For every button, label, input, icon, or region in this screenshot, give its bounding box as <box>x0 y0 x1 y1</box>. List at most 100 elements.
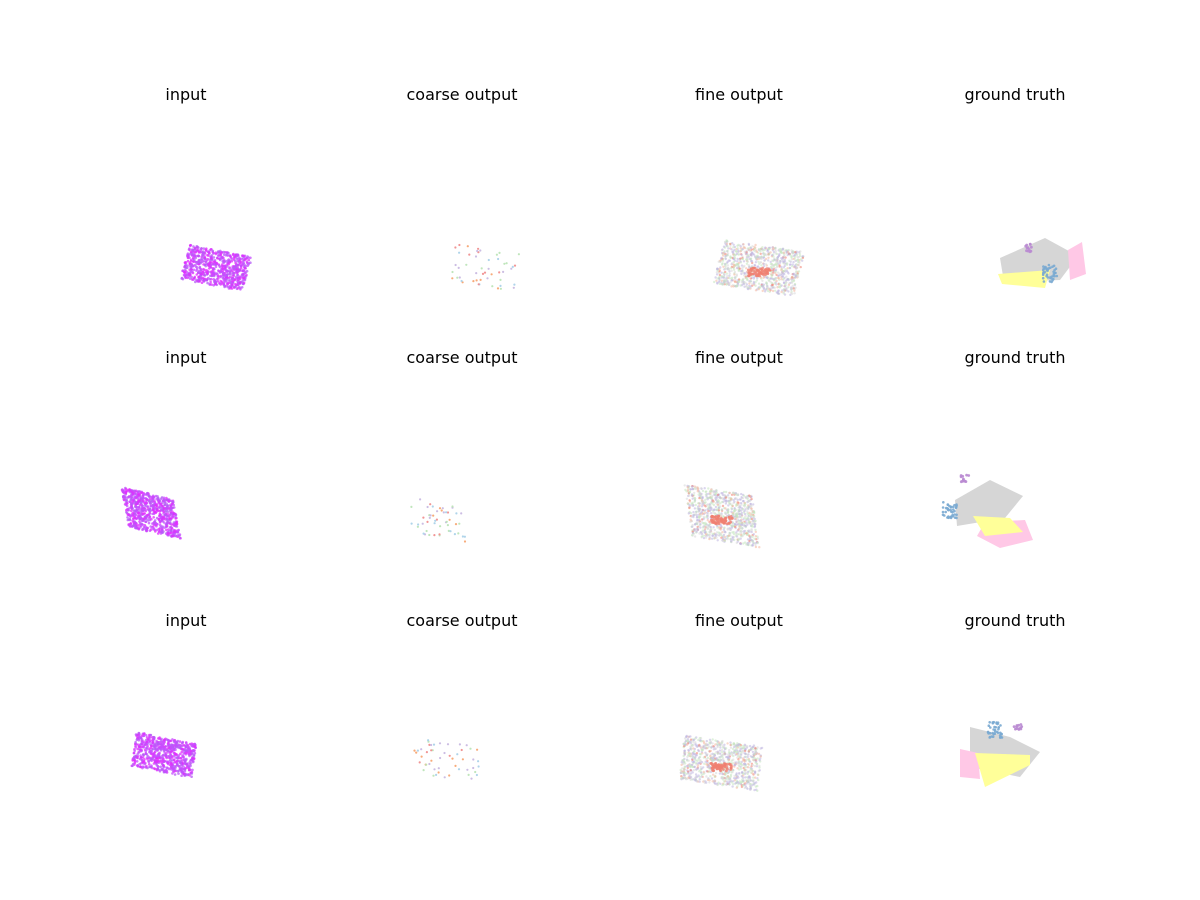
cloud-point <box>446 511 450 514</box>
cloud-point <box>214 252 218 256</box>
cloud-point <box>205 249 208 252</box>
cloud-point <box>210 270 213 273</box>
cloud-point <box>701 529 704 532</box>
cloud-point <box>139 491 142 495</box>
panel-title: ground truth <box>964 85 1066 104</box>
cloud-point <box>710 777 714 780</box>
truth-point-blue <box>1041 276 1045 280</box>
cloud-point <box>683 749 686 752</box>
cloud-point <box>745 779 748 782</box>
cloud-point <box>137 511 141 514</box>
cloud-point <box>751 540 754 543</box>
cloud-point <box>145 499 149 502</box>
cloud-point <box>472 280 475 283</box>
cloud-point <box>180 750 184 754</box>
cloud-point <box>700 771 703 774</box>
cloud-point <box>144 766 147 769</box>
cloud-point <box>207 251 211 254</box>
cloud-point <box>236 274 239 277</box>
cloud-point <box>738 515 741 518</box>
cloud-point <box>756 254 759 257</box>
cloud-point <box>733 525 737 529</box>
cloud-point <box>720 279 724 282</box>
cloud-point <box>772 277 775 281</box>
cloud-point <box>192 749 196 752</box>
cloud-point <box>752 779 755 782</box>
cloud-point <box>130 495 133 499</box>
cloud-point <box>425 751 428 754</box>
cloud-point <box>175 745 178 749</box>
cloud-point <box>140 745 144 749</box>
cloud-point <box>128 524 132 528</box>
cloud-point <box>203 255 207 259</box>
cloud-point <box>181 269 184 273</box>
cloud-point <box>714 533 717 536</box>
truth-point-blue <box>1054 271 1057 275</box>
cloud-point <box>469 747 472 750</box>
cloud-point <box>726 274 729 278</box>
cloud-point <box>124 487 128 491</box>
cloud-point <box>734 532 738 535</box>
cloud-point <box>724 257 727 261</box>
cloud-point <box>192 757 196 760</box>
cloud-point <box>749 253 752 256</box>
cloud-point <box>186 271 189 274</box>
cloud-point <box>701 508 704 512</box>
cloud-point <box>746 538 750 541</box>
cloud-point <box>189 761 193 765</box>
cloud-point <box>745 258 748 261</box>
cloud-point <box>193 263 197 267</box>
cloud-point <box>182 273 186 277</box>
cloud-point <box>798 252 801 256</box>
cloud-point <box>435 518 438 521</box>
cloud-point <box>749 257 753 260</box>
cloud-point <box>754 776 757 779</box>
cloud-point <box>771 254 774 257</box>
cloud-point <box>124 491 127 495</box>
cloud-point <box>477 283 480 286</box>
cloud-point <box>755 269 759 272</box>
cloud-point <box>736 244 739 247</box>
panel-r0-truth: ground truth <box>895 85 1135 325</box>
cloud-point <box>159 739 163 742</box>
cloud-point <box>730 285 733 288</box>
cloud-point <box>430 743 433 747</box>
cloud-point <box>422 532 425 535</box>
cloud-point <box>435 773 438 776</box>
cloud-point <box>697 510 700 513</box>
cloud-point <box>729 242 732 246</box>
cloud-point <box>745 517 748 520</box>
cloud-point <box>448 754 451 757</box>
cloud-point <box>154 494 158 498</box>
cloud-point <box>753 537 756 540</box>
cloud-point <box>158 530 161 533</box>
cloud-point <box>133 496 137 500</box>
cloud-point <box>457 266 460 269</box>
cloud-point <box>137 499 140 503</box>
cloud-point <box>737 508 741 512</box>
cloud-point <box>134 740 137 744</box>
cloud-point <box>735 535 739 538</box>
cloud-point <box>153 507 157 510</box>
cloud-point <box>783 273 786 276</box>
cloud-point <box>126 507 130 511</box>
cloud-point <box>443 751 446 755</box>
cloud-point <box>736 781 739 784</box>
cloud-point <box>189 764 192 768</box>
cloud-point <box>178 533 182 536</box>
truth-segment-yellow <box>973 516 1023 536</box>
cloud-point <box>710 507 713 510</box>
cloud-point <box>691 487 694 491</box>
cloud-point <box>728 780 731 783</box>
cloud-point <box>147 762 151 766</box>
cloud-point <box>719 746 722 749</box>
cloud-point <box>751 245 754 248</box>
cloud-point <box>476 249 479 253</box>
cloud-point <box>436 510 439 513</box>
cloud-point <box>758 769 761 772</box>
cloud-point <box>718 273 722 277</box>
cloud-point <box>232 274 235 278</box>
cloud-point <box>689 778 692 781</box>
cloud-point <box>199 272 203 276</box>
cloud-point <box>733 523 736 526</box>
